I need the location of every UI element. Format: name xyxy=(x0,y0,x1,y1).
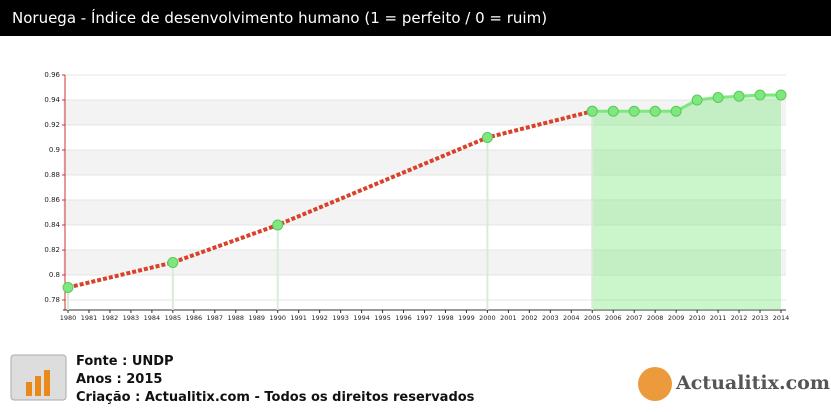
x-tick-label: 1985 xyxy=(165,314,182,322)
marker xyxy=(62,282,74,293)
x-tick-label: 2003 xyxy=(542,314,559,322)
x-tick-label: 2005 xyxy=(584,314,601,322)
x-tick-label: 1980 xyxy=(60,314,77,322)
x-tick-label: 2010 xyxy=(689,314,706,322)
line xyxy=(592,93,781,113)
marker xyxy=(754,89,766,101)
marker xyxy=(733,90,745,102)
y-tick-label: 0.78 xyxy=(44,296,60,304)
x-tick-label: 1987 xyxy=(207,314,224,322)
x-tick-label: 1982 xyxy=(102,314,119,322)
area xyxy=(592,95,781,310)
x-tick-label: 1988 xyxy=(227,314,244,322)
y-tick-label: 0.94 xyxy=(44,96,60,104)
footer-source: Fonte : UNDP xyxy=(76,354,174,369)
x-tick-label: 2000 xyxy=(479,314,496,322)
background-band xyxy=(63,200,786,225)
x-tick-label: 1998 xyxy=(437,314,454,322)
x-tick-label: 1989 xyxy=(248,314,265,322)
x-tick-label: 1986 xyxy=(186,314,203,322)
x-tick-label: 2004 xyxy=(563,314,580,322)
x-tick-label: 1996 xyxy=(395,314,412,322)
marker xyxy=(691,94,703,106)
footer-icon xyxy=(10,354,672,401)
x-tick-label: 1990 xyxy=(269,314,286,322)
y-tick-label: 0.88 xyxy=(44,171,60,179)
marker xyxy=(712,92,724,103)
x-tick-label: 1983 xyxy=(123,314,140,322)
x-tick-label: 2012 xyxy=(731,314,748,322)
x-tick-label: 2006 xyxy=(605,314,622,322)
footer-credit: Criação : Actualitix.com - Todos os dire… xyxy=(76,390,475,405)
x-tick-label: 1992 xyxy=(311,314,328,322)
chart-title: Noruega - Índice de desenvolvimento huma… xyxy=(0,0,831,36)
marker xyxy=(586,105,598,117)
y-tick-label: 0.84 xyxy=(44,221,60,229)
x-tick-label: 2009 xyxy=(668,314,685,322)
y-tick-label: 0.8 xyxy=(49,271,60,279)
x-tick-label: 1997 xyxy=(416,314,433,322)
y-tick-label: 0.82 xyxy=(44,246,60,254)
x-tick-label: 1993 xyxy=(332,314,349,322)
x-tick-label: 2014 xyxy=(773,314,790,322)
x-tick-label: 2001 xyxy=(500,314,517,322)
marker xyxy=(628,105,640,117)
marker xyxy=(670,105,682,117)
background-band xyxy=(63,250,786,275)
marker xyxy=(167,257,179,268)
x-tick-label: 2011 xyxy=(710,314,727,322)
marker xyxy=(775,89,787,101)
y-tick-label: 0.96 xyxy=(44,71,60,79)
marker xyxy=(272,219,284,231)
logo: Actualitix.com xyxy=(676,372,830,394)
x-tick-label: 2008 xyxy=(647,314,664,322)
marker xyxy=(607,105,619,117)
x-tick-label: 2002 xyxy=(521,314,538,322)
x-tick-label: 1994 xyxy=(353,314,370,322)
x-tick-label: 2013 xyxy=(752,314,769,322)
y-tick-label: 0.92 xyxy=(44,121,60,129)
x-tick-label: 1991 xyxy=(290,314,307,322)
x-tick-label: 1995 xyxy=(374,314,391,322)
marker xyxy=(481,132,493,143)
y-tick-label: 0.9 xyxy=(49,146,60,154)
x-tick-label: 1984 xyxy=(144,314,161,322)
x-tick-label: 1981 xyxy=(81,314,98,322)
x-tick-label: 1999 xyxy=(458,314,475,322)
x-tick-label: 2007 xyxy=(626,314,643,322)
marker xyxy=(649,105,661,117)
y-tick-label: 0.86 xyxy=(44,196,60,204)
footer-years: Anos : 2015 xyxy=(76,372,163,387)
